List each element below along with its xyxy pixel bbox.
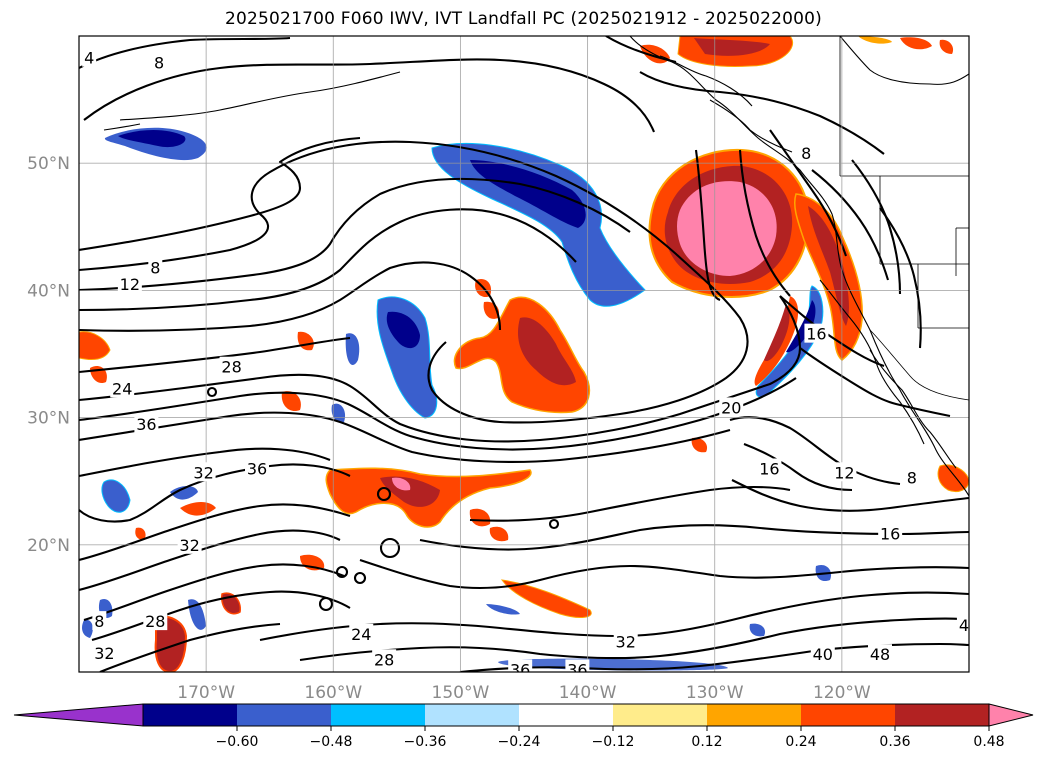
colorbar: −0.60 −0.48 −0.36 −0.24 −0.12 0.12 0.24 0.36 0.4… <box>13 703 1034 750</box>
contour-label-bg-10 <box>92 611 107 631</box>
contour-label-bg-21 <box>904 467 919 487</box>
contour-label-bg-13 <box>349 623 374 643</box>
contour-label-1: 8 <box>154 54 164 73</box>
contour-label-4: 24 <box>112 379 132 398</box>
colorbar-tick-label-5: 0.12 <box>691 734 722 750</box>
contour-label-bg-1 <box>152 52 167 72</box>
contour-label-bg-14 <box>372 649 397 669</box>
contour-label-21: 8 <box>907 468 917 487</box>
longitude-ticks: 170°W 160°W 150°W 140°W 130°W 120°W <box>177 683 871 703</box>
contour-label-bg-0 <box>82 47 97 67</box>
colorbar-frame <box>142 703 990 727</box>
colorbar-extend-high <box>988 703 1034 727</box>
colorbar-extend-low <box>13 703 144 727</box>
contour-label-bg-16 <box>565 659 590 672</box>
colorbar-bin-4 <box>519 704 613 726</box>
contour-label-bg-15 <box>508 659 533 672</box>
lon-tick-label-1: 160°W <box>304 683 362 703</box>
contour-label-7: 32 <box>193 463 213 482</box>
contour-label-2: 8 <box>150 259 160 278</box>
contour-label-5: 28 <box>221 358 241 377</box>
colorbar-bin-0 <box>143 704 237 726</box>
contour-label-bg-19 <box>757 458 782 478</box>
contour-label-bg-26 <box>868 644 892 664</box>
contour-label-bg-12 <box>92 642 117 662</box>
contour-label-19: 16 <box>759 459 779 478</box>
contour-label-0: 4 <box>84 49 94 68</box>
contour-label-10: 8 <box>94 612 104 631</box>
map-frame <box>78 35 970 673</box>
lat-tick-label-1: 30°N <box>27 409 70 429</box>
contour-label-bg-8 <box>245 458 269 478</box>
contour-label-bg-18 <box>719 397 744 417</box>
lon-tick-label-4: 130°W <box>686 683 744 703</box>
contour-label-20: 12 <box>834 463 854 482</box>
contour-label-14: 28 <box>374 650 394 669</box>
contour-label-bg-9 <box>177 534 202 554</box>
plot-title: 2025021700 F060 IWV, IVT Landfall PC (20… <box>224 9 823 29</box>
contour-label-bg-6 <box>134 413 159 433</box>
contour-label-bg-2 <box>148 257 163 277</box>
contour-label-8: 36 <box>247 459 267 478</box>
contour-label-22: 16 <box>880 524 900 543</box>
lon-tick-label-3: 140°W <box>559 683 617 703</box>
lon-tick-label-2: 150°W <box>432 683 490 703</box>
colorbar-tick-label-1: −0.48 <box>310 734 353 750</box>
contour-label-13: 24 <box>351 625 371 644</box>
contour-label-bg-7 <box>191 462 216 482</box>
borders <box>839 36 969 401</box>
lat-tick-label-2: 40°N <box>27 281 70 301</box>
colorbar-bin-1 <box>237 704 331 726</box>
colorbar-bin-5 <box>613 704 707 726</box>
lat-tick-label-3: 50°N <box>27 154 70 174</box>
colorbar-bin-2 <box>331 704 425 726</box>
lat-tick-label-0: 20°N <box>27 536 70 556</box>
contour-label-bg-17 <box>613 631 638 651</box>
contour-lines <box>79 36 969 672</box>
colorbar-tick-label-6: 0.24 <box>785 734 816 750</box>
contour-label-12: 32 <box>94 644 114 663</box>
contour-label-25: 40 <box>813 645 833 664</box>
contour-label-bg-27 <box>956 614 969 634</box>
contour-label-bg-20 <box>832 462 857 482</box>
shaded-field <box>79 36 969 672</box>
colorbar-tick-label-8: 0.48 <box>973 734 1004 750</box>
gridlines <box>79 36 969 672</box>
colorbar-bin-7 <box>801 704 895 726</box>
contour-label-bg-4 <box>110 378 135 398</box>
colorbar-bin-3 <box>425 704 519 726</box>
contour-label-9: 32 <box>179 536 199 555</box>
colorbar-tick-label-7: 0.36 <box>879 734 910 750</box>
latitude-ticks: 20°N 30°N 40°N 50°N <box>27 154 70 556</box>
contour-label-bg-11 <box>143 611 168 631</box>
contour-label-26: 48 <box>870 645 890 664</box>
contour-label-bg-25 <box>810 644 835 664</box>
colorbar-tick-label-4: −0.12 <box>592 734 635 750</box>
contour-label-16: 36 <box>567 660 587 679</box>
contour-label-27: 4 <box>959 616 969 635</box>
colorbar-tick-label-3: −0.24 <box>498 734 541 750</box>
contour-label-6: 36 <box>136 415 156 434</box>
contour-label-bg-5 <box>219 356 244 376</box>
colorbar-tick-label-2: −0.36 <box>404 734 447 750</box>
contour-label-24: 8 <box>801 144 811 163</box>
contour-label-bg-23 <box>804 323 829 343</box>
contour-label-11: 28 <box>145 612 165 631</box>
contour-label-bg-3 <box>117 274 142 294</box>
contour-label-15: 36 <box>510 660 530 679</box>
contour-label-3: 12 <box>120 275 140 294</box>
contour-label-17: 32 <box>616 632 636 651</box>
colorbar-bin-8 <box>895 704 989 726</box>
contour-label-23: 16 <box>806 325 826 344</box>
contour-label-18: 20 <box>721 398 741 417</box>
colorbar-tick-label-0: −0.60 <box>216 734 259 750</box>
lon-tick-label-5: 120°W <box>813 683 871 703</box>
contour-label-bg-24 <box>799 143 814 163</box>
colorbar-bin-6 <box>707 704 801 726</box>
contour-label-bg-22 <box>878 523 903 543</box>
lon-tick-label-0: 170°W <box>177 683 235 703</box>
